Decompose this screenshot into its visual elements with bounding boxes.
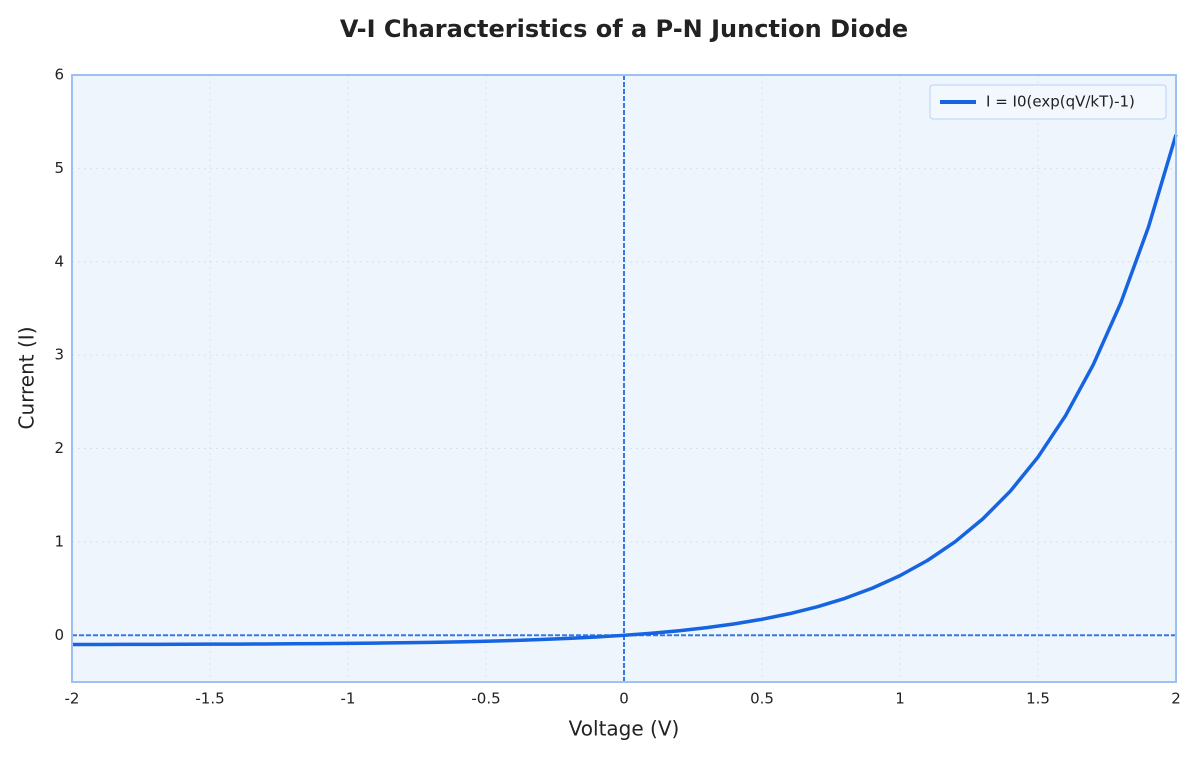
legend-label: I = I0(exp(qV/kT)-1) [986,93,1135,111]
x-axis-label: Voltage (V) [569,717,680,741]
x-tick-label: 1 [895,690,905,708]
x-tick-label: -2 [65,690,80,708]
y-axis-label: Current (I) [15,327,39,430]
y-tick-label: 0 [54,626,64,644]
y-tick-label: 1 [54,532,64,550]
legend-box [929,84,1167,120]
x-tick-label: -1 [341,690,356,708]
x-tick-label: -1.5 [195,690,224,708]
y-tick-label: 5 [54,159,64,177]
x-tick-label: 2 [1171,690,1181,708]
plot-frame [71,74,1177,683]
data-line [71,134,1178,647]
y-tick-label: 6 [54,66,64,84]
x-tick-label: 0.5 [750,690,774,708]
legend: I = I0(exp(qV/kT)-1) [929,84,1167,120]
y-tick-label: 4 [54,252,64,270]
y-tick-label: 2 [54,439,64,457]
x-tick-label: 0 [619,690,629,708]
x-tick-label: 1.5 [1026,690,1050,708]
x-tick-label: -0.5 [471,690,500,708]
y-tick-label: 3 [54,346,64,364]
chart-title: V-I Characteristics of a P-N Junction Di… [340,15,908,43]
